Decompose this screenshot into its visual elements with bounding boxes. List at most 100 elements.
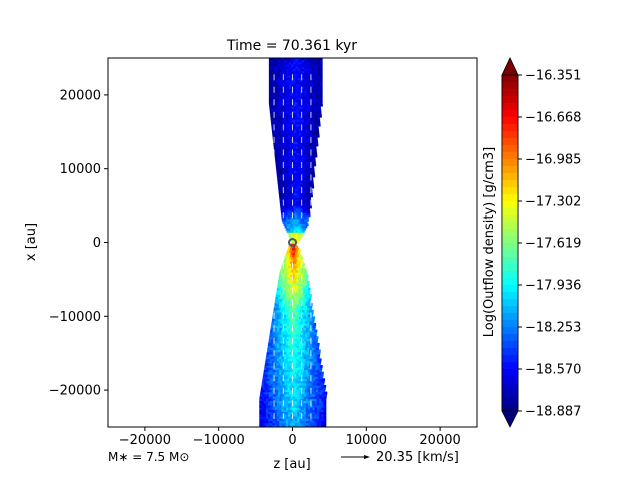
density-cell (286, 336, 290, 340)
density-cell (305, 289, 309, 293)
density-cell (285, 418, 289, 421)
density-cell (278, 110, 282, 114)
density-cell (290, 396, 294, 399)
density-cell (293, 320, 297, 324)
density-cell (273, 72, 277, 76)
density-cell (304, 367, 307, 371)
density-cell (293, 81, 297, 85)
density-cell (286, 74, 290, 78)
density-cell (306, 105, 310, 109)
density-cell (271, 94, 274, 98)
density-cell (271, 86, 274, 89)
density-cell (288, 101, 292, 105)
density-cell (307, 167, 310, 171)
density-cell (293, 336, 297, 340)
density-cell (265, 418, 269, 421)
density-cell (271, 318, 275, 322)
density-cell (321, 402, 325, 406)
density-cell (285, 214, 289, 218)
density-cell (278, 192, 282, 196)
density-cell (286, 79, 290, 83)
density-cell (320, 376, 324, 379)
density-cell (277, 402, 280, 406)
density-cell (286, 258, 289, 262)
density-cell (272, 422, 276, 426)
density-cell (317, 367, 321, 371)
colorbar-band (502, 194, 518, 202)
density-cell (278, 167, 282, 171)
density-cell (293, 365, 297, 368)
density-cell (310, 88, 314, 92)
density-cell (277, 159, 281, 162)
density-cell (311, 165, 315, 169)
density-cell (304, 376, 308, 379)
density-cell (305, 404, 309, 408)
density-cell (274, 117, 278, 120)
density-cell (307, 150, 311, 154)
density-cell (294, 170, 297, 173)
density-cell (268, 365, 272, 368)
density-cell (313, 338, 316, 342)
density-cell (306, 159, 309, 162)
density-cell (293, 148, 297, 151)
density-cell (295, 63, 299, 67)
density-cell (271, 365, 274, 368)
density-cell (302, 79, 305, 83)
density-cell (275, 58, 279, 61)
density-cell (286, 81, 290, 85)
density-cell (282, 336, 286, 340)
colorbar-bands (501, 74, 519, 412)
density-cell (295, 311, 298, 315)
density-cell (282, 207, 286, 211)
density-cell (286, 396, 289, 399)
density-cell (307, 108, 311, 111)
density-cell (324, 393, 327, 397)
density-cell (304, 349, 308, 353)
density-cell (305, 373, 308, 377)
density-cell (299, 97, 303, 100)
density-cell (307, 424, 311, 427)
density-cell (310, 154, 313, 158)
density-cell (308, 309, 312, 313)
density-cell (282, 121, 285, 125)
density-cell (284, 101, 288, 105)
density-cell (319, 418, 322, 421)
density-cell (284, 391, 288, 395)
density-cell (297, 59, 301, 63)
density-cell (316, 411, 320, 415)
density-cell (316, 110, 320, 114)
density-cell (280, 190, 284, 193)
density-cell (290, 258, 294, 262)
density-cell (310, 369, 314, 373)
density-cell (290, 287, 294, 291)
density-cell (275, 362, 279, 366)
density-cell (310, 407, 314, 410)
density-cell (305, 112, 309, 116)
density-cell (275, 396, 278, 399)
density-cell (323, 402, 327, 406)
density-cell (313, 63, 316, 67)
density-cell (294, 210, 297, 213)
density-cell (303, 218, 307, 222)
density-cell (293, 269, 297, 273)
density-cell (299, 201, 303, 204)
density-cell (285, 274, 289, 278)
density-cell (276, 174, 280, 178)
density-cell (288, 296, 292, 300)
density-cell (320, 391, 323, 395)
density-cell (301, 411, 305, 415)
density-cell (288, 252, 292, 255)
density-cell (273, 88, 277, 92)
density-cell (279, 198, 283, 202)
density-cell (313, 83, 316, 87)
density-cell (324, 391, 328, 395)
density-cell (302, 360, 306, 364)
density-cell (301, 114, 305, 118)
density-cell (316, 371, 320, 375)
density-cell (323, 415, 327, 419)
density-cell (320, 389, 324, 393)
density-cell (291, 128, 295, 131)
density-cell (301, 201, 305, 204)
density-cell (298, 347, 302, 351)
density-cell (270, 329, 274, 333)
